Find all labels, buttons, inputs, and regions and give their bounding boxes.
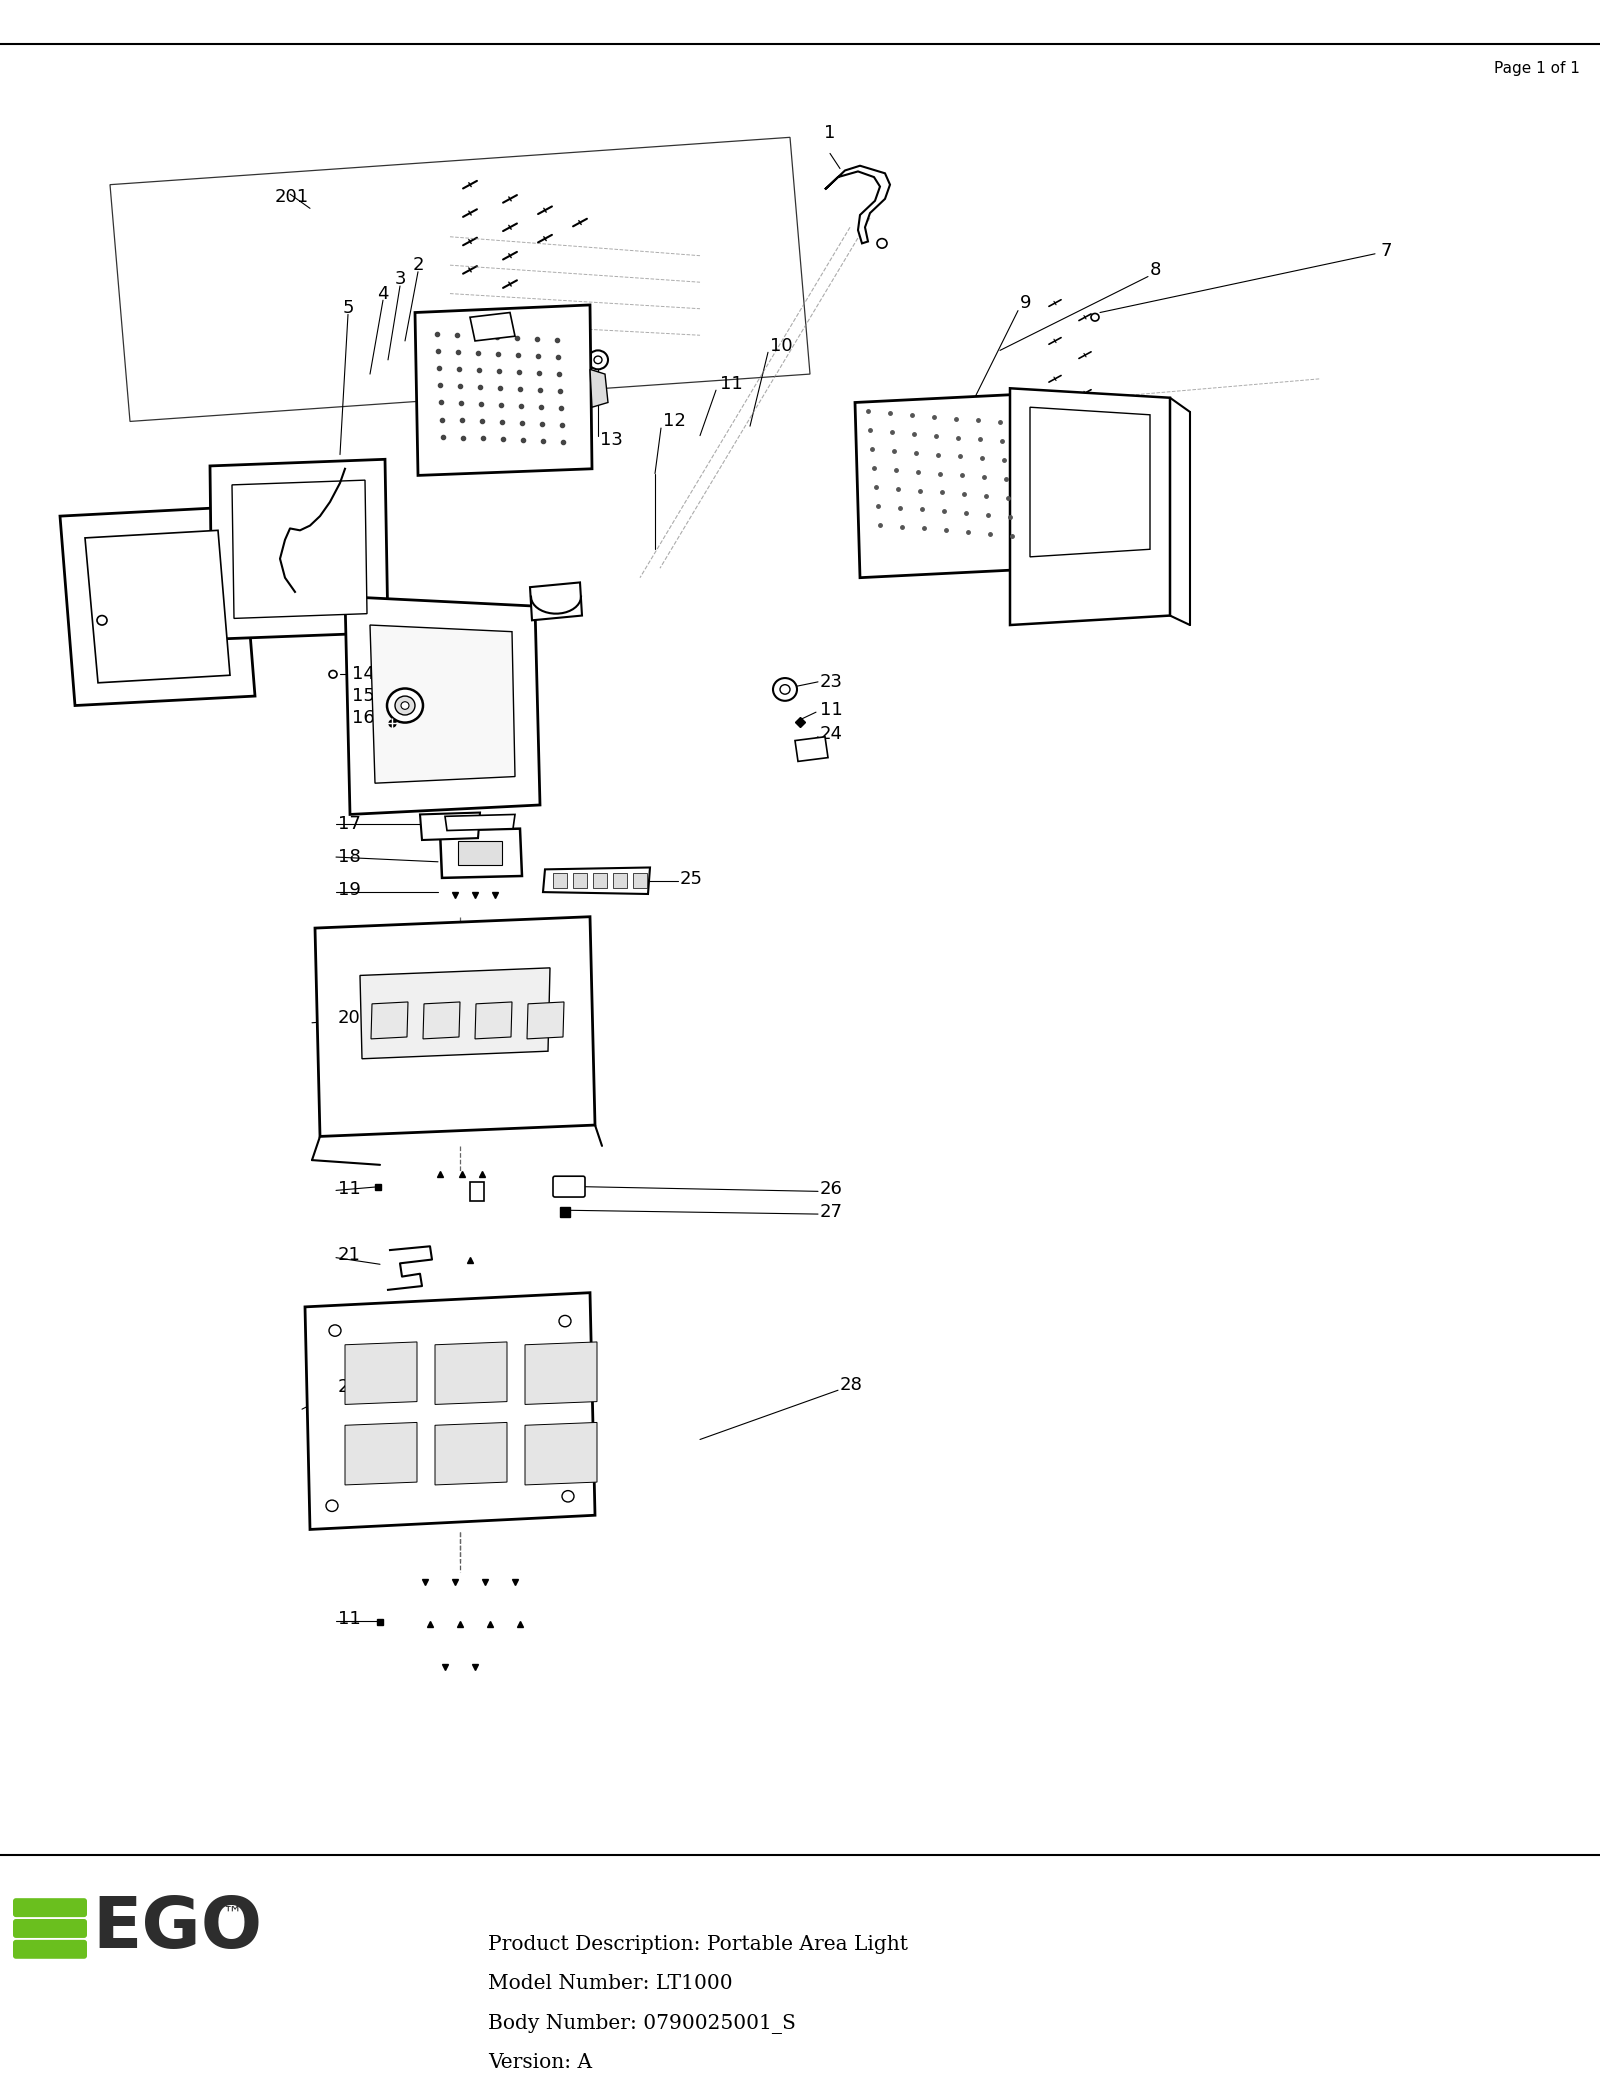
- Polygon shape: [360, 968, 550, 1058]
- Polygon shape: [315, 916, 595, 1135]
- Text: 5: 5: [342, 299, 354, 316]
- Text: Version: A: Version: A: [488, 2053, 592, 2072]
- Circle shape: [781, 684, 790, 694]
- Bar: [594, 874, 606, 889]
- Circle shape: [589, 351, 608, 370]
- Circle shape: [562, 1491, 574, 1501]
- Polygon shape: [346, 1422, 418, 1485]
- Text: 201: 201: [275, 188, 309, 205]
- Text: 11: 11: [338, 1610, 360, 1629]
- Text: 27: 27: [819, 1202, 843, 1221]
- Text: 5: 5: [195, 539, 206, 558]
- Text: 4: 4: [378, 284, 389, 303]
- Text: 11: 11: [338, 1179, 360, 1198]
- Text: 19: 19: [338, 880, 362, 899]
- Text: 7: 7: [1379, 243, 1392, 259]
- Text: 3: 3: [394, 270, 406, 289]
- Polygon shape: [1030, 408, 1150, 556]
- Circle shape: [330, 1326, 341, 1336]
- Text: 16: 16: [352, 709, 374, 728]
- Text: Product Description: Portable Area Light: Product Description: Portable Area Light: [488, 1934, 909, 1953]
- Polygon shape: [445, 813, 515, 830]
- Polygon shape: [232, 481, 366, 619]
- FancyBboxPatch shape: [13, 1899, 86, 1917]
- Polygon shape: [414, 305, 592, 475]
- Polygon shape: [526, 1002, 563, 1039]
- Circle shape: [558, 1315, 571, 1328]
- FancyBboxPatch shape: [554, 1177, 586, 1196]
- Polygon shape: [371, 1002, 408, 1039]
- Circle shape: [773, 677, 797, 700]
- Circle shape: [387, 688, 422, 723]
- Text: 6: 6: [181, 558, 192, 577]
- Polygon shape: [346, 1342, 418, 1405]
- Text: 2: 2: [413, 257, 424, 274]
- Polygon shape: [470, 312, 515, 341]
- Polygon shape: [435, 1422, 507, 1485]
- Polygon shape: [346, 596, 541, 813]
- Polygon shape: [795, 736, 829, 761]
- Bar: [554, 874, 566, 889]
- Bar: [613, 874, 627, 889]
- Bar: [573, 874, 587, 889]
- Circle shape: [594, 355, 602, 364]
- Text: 28: 28: [840, 1376, 862, 1393]
- Text: 12: 12: [662, 412, 686, 431]
- Text: 11: 11: [819, 700, 843, 719]
- FancyBboxPatch shape: [13, 1940, 86, 1959]
- Polygon shape: [826, 165, 890, 243]
- Bar: [458, 841, 502, 866]
- Polygon shape: [422, 1002, 461, 1039]
- Text: 15: 15: [352, 688, 374, 705]
- Text: 8: 8: [1150, 261, 1162, 278]
- Circle shape: [326, 1499, 338, 1512]
- Polygon shape: [854, 393, 1050, 577]
- Text: 26: 26: [819, 1179, 843, 1198]
- Polygon shape: [419, 813, 480, 841]
- Polygon shape: [435, 1342, 507, 1405]
- Text: 14: 14: [352, 665, 374, 684]
- Polygon shape: [210, 460, 387, 640]
- Text: 23: 23: [819, 673, 843, 690]
- Polygon shape: [61, 506, 254, 705]
- Polygon shape: [475, 1002, 512, 1039]
- Bar: [634, 874, 646, 889]
- Circle shape: [330, 671, 338, 677]
- Polygon shape: [85, 531, 230, 684]
- Polygon shape: [1010, 389, 1170, 625]
- Text: 18: 18: [338, 849, 360, 866]
- Polygon shape: [590, 370, 608, 408]
- FancyBboxPatch shape: [13, 1920, 86, 1938]
- Text: 21: 21: [338, 1246, 362, 1263]
- Bar: [470, 1181, 483, 1200]
- Polygon shape: [542, 868, 650, 895]
- Polygon shape: [525, 1422, 597, 1485]
- Polygon shape: [440, 828, 522, 878]
- Text: 11: 11: [720, 374, 742, 393]
- Text: 25: 25: [680, 870, 702, 889]
- Text: Model Number: LT1000: Model Number: LT1000: [488, 1974, 733, 1993]
- Text: 17: 17: [338, 815, 362, 832]
- Text: 10: 10: [770, 337, 792, 355]
- Circle shape: [98, 615, 107, 625]
- Circle shape: [877, 238, 886, 249]
- Text: 20: 20: [338, 1010, 360, 1027]
- Text: 1: 1: [824, 123, 835, 142]
- Polygon shape: [525, 1342, 597, 1405]
- Text: 13: 13: [600, 431, 622, 450]
- Text: 9: 9: [1021, 295, 1032, 312]
- Text: 24: 24: [819, 726, 843, 742]
- Text: Page 1 of 1: Page 1 of 1: [1494, 61, 1581, 75]
- Polygon shape: [530, 583, 582, 621]
- Circle shape: [402, 703, 410, 709]
- Polygon shape: [370, 625, 515, 784]
- Polygon shape: [306, 1292, 595, 1529]
- Circle shape: [395, 696, 414, 715]
- Text: EGO: EGO: [93, 1894, 262, 1963]
- Circle shape: [1091, 314, 1099, 322]
- Text: 22: 22: [338, 1378, 362, 1397]
- Text: ™: ™: [222, 1905, 242, 1924]
- Text: Body Number: 0790025001_S: Body Number: 0790025001_S: [488, 2014, 795, 2035]
